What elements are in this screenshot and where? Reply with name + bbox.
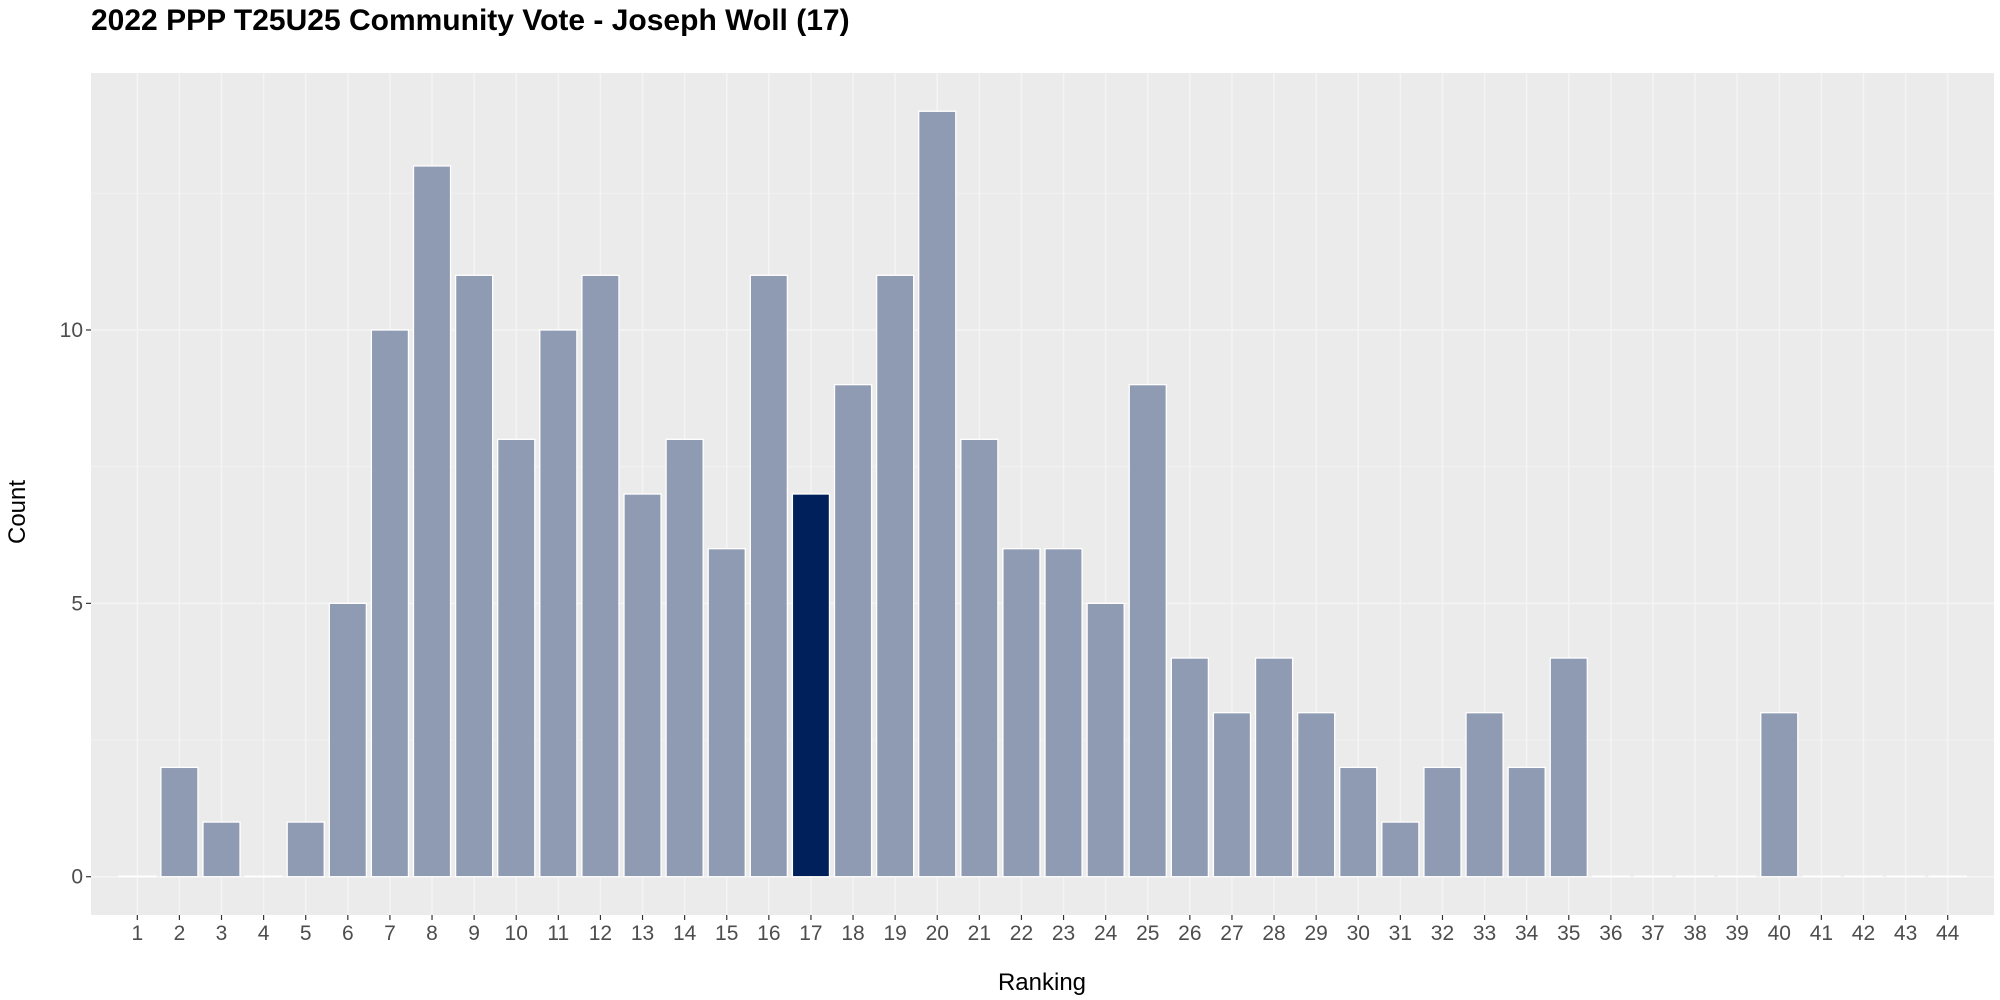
bars [118,110,1967,878]
bar-17 [791,493,831,878]
bar-29 [1296,712,1336,878]
bar-41 [1802,875,1841,878]
bar-13 [623,493,662,878]
x-tick-label: 23 [1052,922,1075,945]
x-tick-label: 27 [1220,922,1243,945]
bar-35 [1549,657,1588,878]
x-tick-label: 2 [174,922,186,945]
bar-20 [918,110,957,878]
y-tick-label: 10 [60,319,83,342]
x-tick-label: 39 [1725,922,1748,945]
bar-27 [1212,712,1252,878]
bar-22 [1002,548,1041,878]
bar-40 [1760,712,1799,878]
x-tick-label: 8 [426,922,438,945]
x-tick-label: 19 [883,922,906,945]
x-tick-label: 18 [841,922,864,945]
x-tick-label: 25 [1136,922,1159,945]
bar-36 [1591,875,1631,878]
bar-33 [1465,712,1504,878]
x-tick-label: 29 [1304,922,1327,945]
bar-21 [960,438,999,878]
bar-43 [1886,875,1925,878]
x-tick-label: 7 [384,922,396,945]
bar-2 [160,766,199,878]
x-tick-label: 13 [631,922,654,945]
x-tick-label: 3 [216,922,228,945]
bar-5 [286,821,325,878]
bar-39 [1718,875,1757,878]
bar-25 [1128,383,1167,878]
x-tick-label: 21 [968,922,991,945]
x-tick-label: 5 [300,922,312,945]
x-tick-label: 11 [547,922,569,945]
y-axis-ticks: 0 5 10 [60,319,91,889]
x-tick-label: 12 [589,922,612,945]
bar-4 [244,875,283,878]
bar-44 [1928,875,1967,878]
x-tick-label: 20 [926,922,949,945]
bar-10 [497,438,536,878]
x-tick-label: 10 [505,922,528,945]
bar-8 [412,165,452,878]
x-axis-label: Ranking [998,969,1086,996]
bar-42 [1844,875,1883,878]
x-tick-label: 26 [1178,922,1201,945]
x-tick-label: 16 [757,922,780,945]
bar-7 [370,329,410,878]
x-tick-label: 22 [1010,922,1033,945]
bar-16 [749,274,789,878]
x-tick-label: 34 [1515,922,1539,945]
bar-38 [1675,875,1715,878]
bar-30 [1339,766,1378,878]
x-tick-label: 41 [1810,922,1833,945]
bar-23 [1044,548,1083,878]
x-tick-label: 43 [1894,922,1917,945]
x-tick-label: 24 [1094,922,1118,945]
bar-11 [539,329,578,878]
bar-28 [1254,657,1294,878]
x-tick-label: 40 [1768,922,1791,945]
x-tick-label: 31 [1389,922,1412,945]
bar-18 [833,383,873,878]
y-tick-label: 5 [71,592,83,615]
bar-12 [581,274,620,878]
x-tick-label: 6 [342,922,354,945]
x-tick-label: 4 [258,922,270,945]
x-tick-label: 17 [799,922,822,945]
x-axis-ticks: 1 2 3 4 5 6 7 8 9 10 11 12 13 14 15 16 17 18 19 20 21 22 23 24 2… [131,915,1960,945]
bar-32 [1423,766,1462,878]
x-tick-label: 14 [673,922,697,945]
y-tick-label: 0 [71,866,83,889]
chart-title: 2022 PPP T25U25 Community Vote - Joseph … [91,4,850,37]
bar-37 [1633,875,1673,878]
x-tick-label: 9 [468,922,480,945]
x-tick-label: 33 [1473,922,1496,945]
x-tick-label: 32 [1431,922,1454,945]
x-tick-label: 1 [131,922,143,945]
bar-1 [118,875,157,878]
y-axis-label: Count [4,480,31,544]
bar-15 [707,548,746,878]
bar-6 [328,602,367,878]
x-tick-label: 44 [1936,922,1960,945]
x-tick-label: 15 [715,922,738,945]
x-tick-label: 36 [1599,922,1622,945]
bar-31 [1381,821,1420,878]
bar-24 [1086,602,1125,878]
x-tick-label: 37 [1641,922,1664,945]
x-tick-label: 38 [1683,922,1706,945]
bar-26 [1170,657,1210,878]
x-tick-label: 35 [1557,922,1580,945]
x-tick-label: 30 [1347,922,1370,945]
x-tick-label: 42 [1852,922,1875,945]
bar-14 [665,438,704,878]
bar-3 [202,821,241,878]
bar-19 [875,274,915,878]
bar-34 [1507,766,1546,878]
x-tick-label: 28 [1262,922,1285,945]
bar-9 [454,274,494,878]
